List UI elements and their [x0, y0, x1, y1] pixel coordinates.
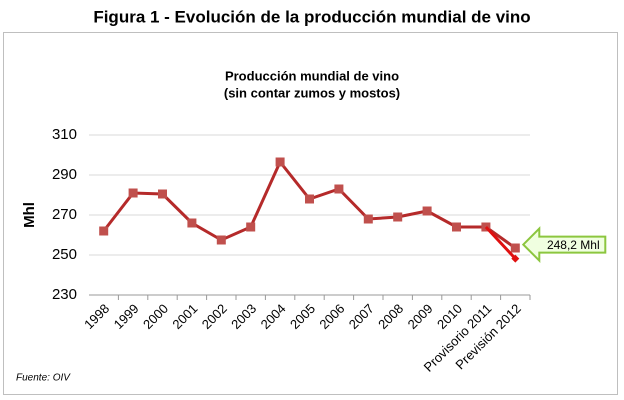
figure-title: Figura 1 - Evolución de la producción mu…	[93, 7, 530, 26]
marker	[334, 184, 344, 194]
data-label: 248,2 Mhl	[547, 238, 600, 252]
marker	[510, 243, 520, 253]
y-tick-label: 290	[52, 166, 77, 183]
chart-frame	[3, 32, 618, 395]
marker	[216, 235, 226, 245]
marker	[158, 189, 167, 199]
marker	[422, 206, 432, 216]
y-axis-label: Mhl	[21, 202, 38, 228]
marker	[393, 212, 403, 222]
chart-subtitle: (sin contar zumos y mostos)	[224, 85, 400, 100]
callout	[521, 226, 607, 264]
source-note: Fuente: OIV	[16, 373, 71, 384]
y-tick-label: 270	[52, 206, 77, 223]
y-tick-label: 230	[52, 286, 77, 303]
marker	[363, 214, 373, 224]
marker	[511, 254, 520, 263]
marker	[275, 157, 285, 167]
marker	[187, 218, 197, 228]
chart-title: Producción mundial de vino	[225, 68, 399, 83]
marker	[452, 222, 461, 232]
y-tick-label: 250	[52, 246, 77, 263]
marker	[246, 222, 256, 232]
marker	[305, 194, 314, 204]
y-tick-label: 310	[52, 126, 77, 143]
marker	[128, 188, 138, 198]
marker	[99, 226, 109, 236]
series-line	[484, 225, 517, 260]
